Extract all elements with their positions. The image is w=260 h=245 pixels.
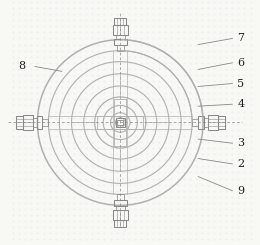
Bar — [37, 116, 42, 129]
Bar — [117, 120, 123, 125]
Bar — [116, 206, 125, 210]
Bar — [114, 18, 126, 25]
Text: 3: 3 — [237, 138, 244, 148]
Bar — [117, 194, 124, 200]
Bar — [117, 45, 124, 51]
Text: 4: 4 — [237, 99, 244, 109]
Bar — [113, 210, 128, 220]
Bar — [208, 115, 218, 130]
Bar — [114, 200, 127, 206]
Bar — [192, 119, 198, 126]
Text: 5: 5 — [237, 78, 244, 88]
Bar — [16, 116, 23, 129]
Bar — [114, 99, 126, 146]
Bar — [116, 118, 125, 127]
Bar — [116, 35, 125, 39]
Text: 8: 8 — [18, 61, 25, 72]
Bar — [23, 115, 32, 130]
Text: 2: 2 — [237, 159, 244, 169]
Bar — [97, 116, 144, 129]
Text: 7: 7 — [237, 34, 244, 43]
Bar — [218, 116, 225, 129]
Bar — [42, 119, 48, 126]
Bar — [114, 220, 126, 227]
Bar — [204, 118, 208, 127]
Text: 9: 9 — [237, 186, 244, 196]
Bar — [198, 116, 204, 129]
Text: 6: 6 — [237, 58, 244, 68]
Bar — [32, 118, 37, 127]
Bar — [113, 25, 128, 35]
Bar — [114, 39, 127, 45]
